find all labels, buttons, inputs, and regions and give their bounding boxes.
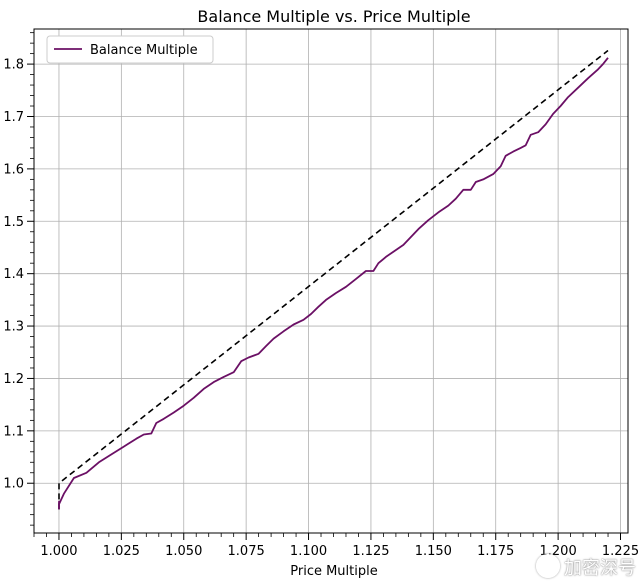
x-tick-label: 1.050 (165, 544, 202, 559)
series-line-balance-multiple (58, 57, 609, 510)
y-tick-label: 1.4 (3, 267, 24, 282)
y-tick-label: 1.3 (3, 320, 24, 335)
grid-lines (34, 29, 628, 533)
minor-ticks (30, 32, 609, 537)
legend-box (46, 35, 214, 64)
x-tick-label: 1.150 (415, 544, 452, 559)
y-tick-label: 1.6 (3, 162, 24, 177)
x-tick-label: 1.100 (290, 544, 327, 559)
y-tick-label: 1.7 (3, 110, 24, 125)
y-tick-label: 1.2 (3, 372, 24, 387)
chart-title: Balance Multiple vs. Price Multiple (197, 7, 470, 26)
x-tick-label: 1.075 (228, 544, 265, 559)
x-tick-label: 1.175 (477, 544, 514, 559)
y-tick-labels: 1.0 1.1 1.2 1.3 1.4 1.5 1.6 1.7 1.8 (3, 58, 24, 492)
major-ticks (27, 63, 622, 540)
reference-line (58, 49, 609, 510)
y-tick-label: 1.8 (3, 58, 24, 73)
watermark-text: 加密深号 (564, 558, 636, 579)
watermark-icon (536, 554, 560, 578)
x-tick-labels: 1.000 1.025 1.050 1.075 1.100 1.125 1.150 1.175… (40, 544, 639, 559)
plot-frame (33, 28, 629, 534)
legend: Balance Multiple (46, 35, 214, 64)
x-tick-label: 1.025 (103, 544, 140, 559)
x-tick-label: 1.000 (40, 544, 77, 559)
x-tick-label: 1.125 (352, 544, 389, 559)
x-tick-label: 1.225 (602, 544, 639, 559)
legend-label: Balance Multiple (90, 43, 198, 58)
series-layer (58, 49, 609, 510)
y-tick-label: 1.1 (3, 424, 24, 439)
y-tick-label: 1.0 (3, 477, 24, 492)
y-tick-label: 1.5 (3, 215, 24, 230)
x-axis-label: Price Multiple (290, 564, 377, 579)
watermark: 加密深号 (536, 554, 636, 580)
